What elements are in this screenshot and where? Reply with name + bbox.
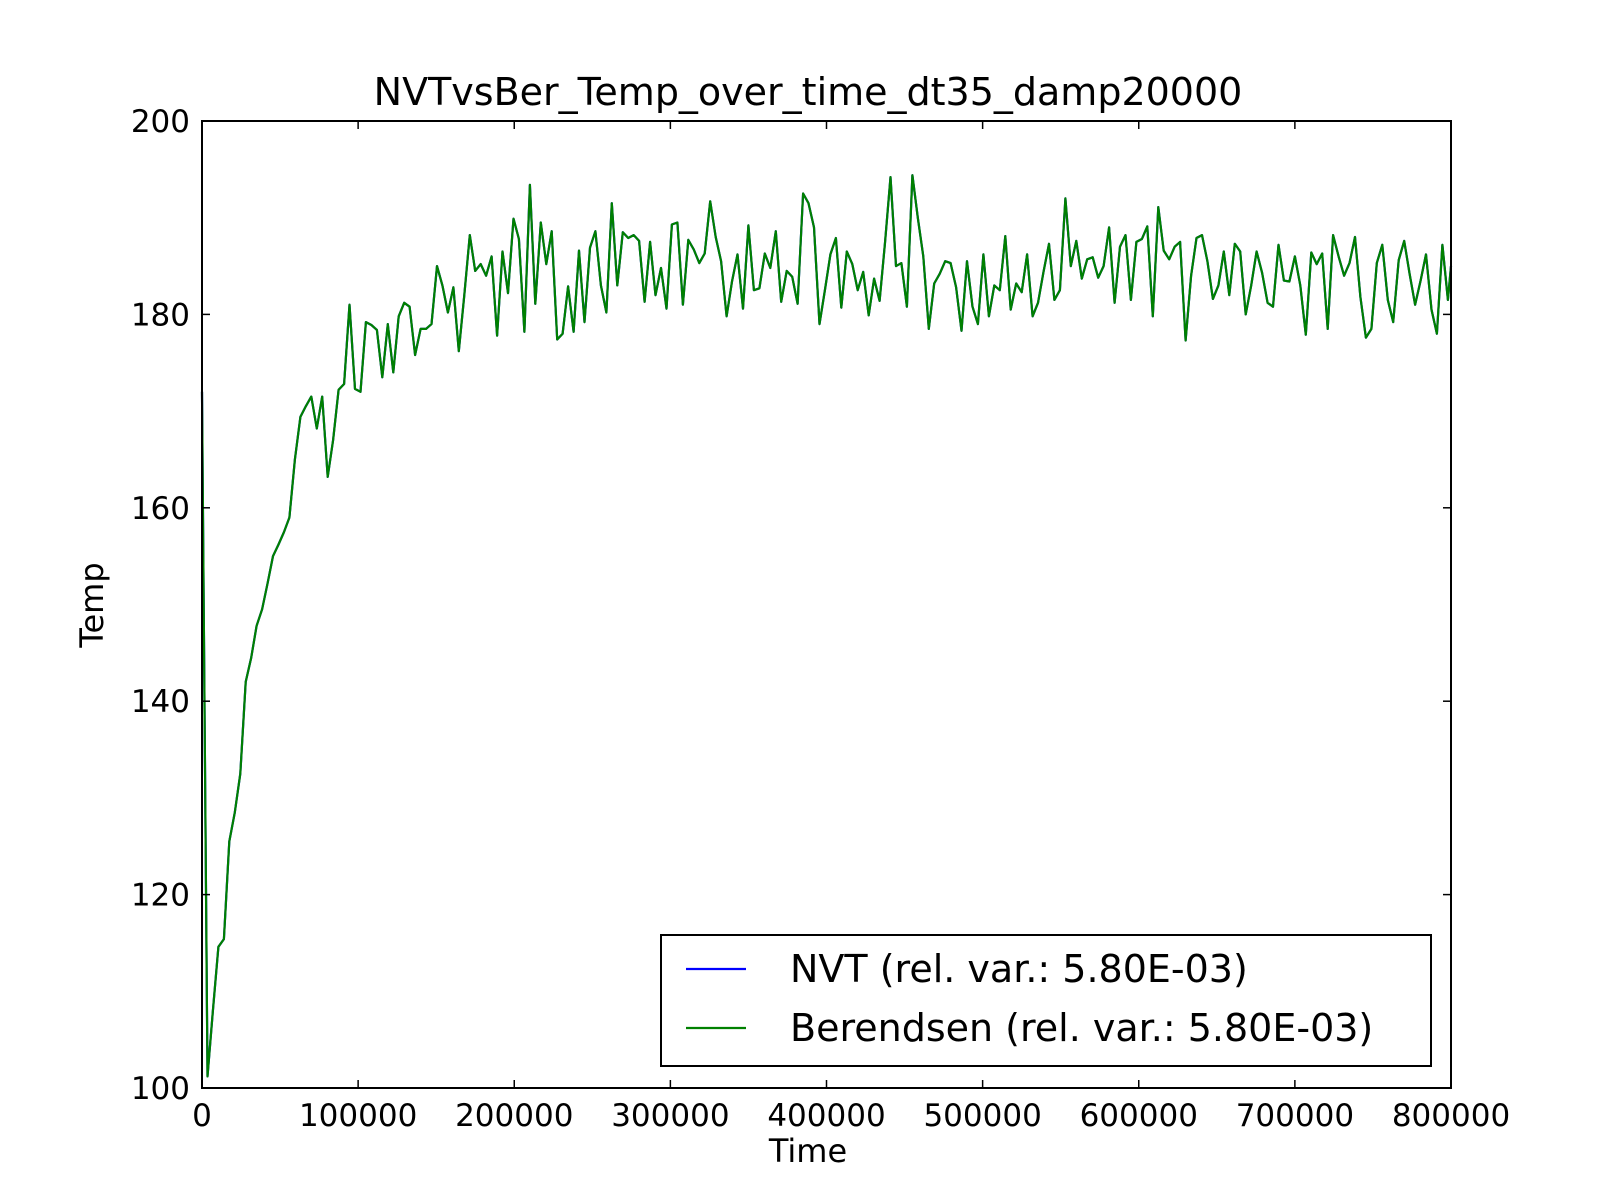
legend: NVT (rel. var.: 5.80E-03) Berendsen (rel… [660, 934, 1432, 1067]
y-tick-label: 160 [131, 491, 190, 527]
series-line-berendsen [200, 174, 1453, 1078]
x-tick-label: 100000 [299, 1098, 417, 1134]
y-tick-label: 100 [131, 1071, 190, 1107]
chart-title: NVTvsBer_Temp_over_time_dt35_damp20000 [374, 70, 1243, 114]
ticks-layer: 0 100000 200000 300000 400000 500000 600000 700… [131, 104, 1510, 1134]
x-tick-label: 200000 [455, 1098, 573, 1134]
y-tick-label: 120 [131, 878, 190, 914]
y-tick-label: 200 [131, 104, 190, 140]
x-axis-label: Time [768, 1132, 847, 1170]
y-axis-label: Temp [73, 562, 111, 648]
x-tick-label: 500000 [923, 1098, 1041, 1134]
x-tick-label: 700000 [1236, 1098, 1354, 1134]
x-tick-label: 600000 [1080, 1098, 1198, 1134]
x-tick-label: 300000 [611, 1098, 729, 1134]
legend-label-nvt: NVT (rel. var.: 5.80E-03) [790, 947, 1248, 991]
x-tick-label: 400000 [767, 1098, 885, 1134]
x-tick-label: 800000 [1392, 1098, 1510, 1134]
legend-box [660, 934, 1432, 1067]
legend-label-berendsen: Berendsen (rel. var.: 5.80E-03) [790, 1006, 1373, 1050]
series-layer [200, 174, 1453, 1078]
y-tick-label: 140 [131, 684, 190, 720]
y-tick-label: 180 [131, 297, 190, 333]
x-tick-label: 0 [192, 1098, 212, 1134]
